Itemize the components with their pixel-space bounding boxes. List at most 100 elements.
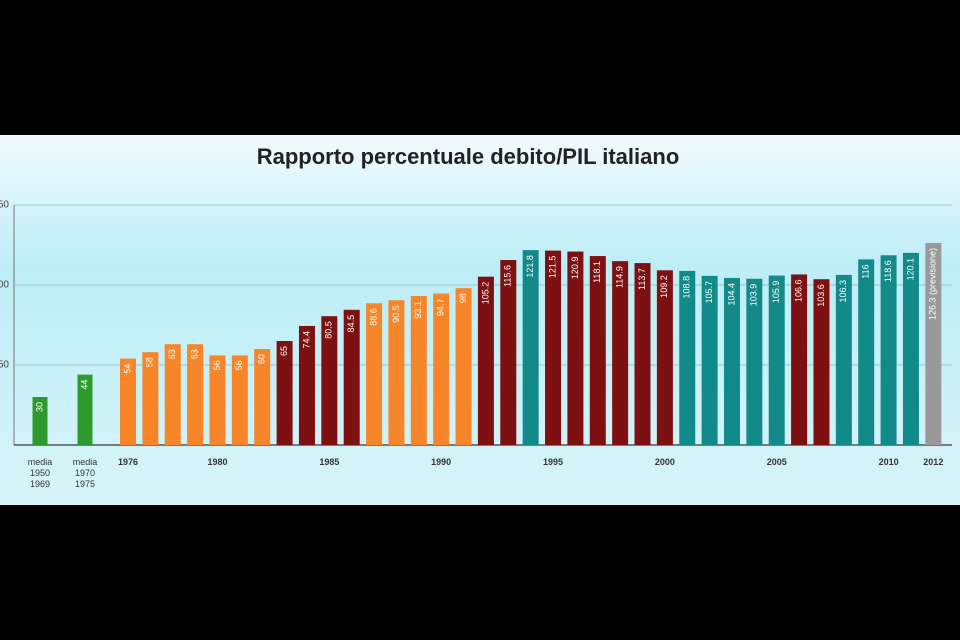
y-tick-label: 150 bbox=[0, 200, 9, 211]
value-label: 98 bbox=[458, 293, 468, 303]
value-label: 121.5 bbox=[547, 256, 557, 279]
x-tick-label: 1980 bbox=[207, 457, 227, 467]
bar bbox=[366, 303, 383, 445]
bar bbox=[902, 252, 919, 445]
bar bbox=[545, 250, 562, 445]
bar bbox=[209, 355, 226, 445]
bar bbox=[612, 261, 629, 445]
value-label: 74.4 bbox=[301, 331, 311, 349]
value-label: 90.5 bbox=[391, 305, 401, 323]
value-label: 80.5 bbox=[324, 321, 334, 339]
value-label: 44 bbox=[79, 380, 89, 390]
y-tick-label: 50 bbox=[0, 360, 9, 371]
value-label: 114.9 bbox=[615, 266, 625, 288]
bar bbox=[142, 352, 159, 445]
bar bbox=[298, 325, 315, 445]
bar bbox=[433, 293, 450, 445]
value-label: 105.2 bbox=[480, 282, 490, 305]
value-label: 106.3 bbox=[838, 280, 848, 303]
bar bbox=[567, 251, 584, 445]
value-label: 58 bbox=[145, 357, 155, 367]
x-tick-label-line: 1950 bbox=[30, 468, 50, 478]
value-label: 115.6 bbox=[503, 265, 513, 287]
bar bbox=[77, 374, 93, 445]
value-label: 120.1 bbox=[905, 258, 915, 281]
bar bbox=[410, 296, 427, 445]
x-tick-label-line: 1975 bbox=[75, 479, 95, 489]
value-label: 109.2 bbox=[659, 275, 669, 298]
x-tick-label: 1976 bbox=[118, 457, 138, 467]
bar bbox=[880, 255, 897, 445]
bar bbox=[723, 277, 740, 445]
value-label: 56 bbox=[234, 360, 244, 370]
value-label: 105.7 bbox=[704, 281, 714, 304]
bar bbox=[701, 275, 718, 445]
value-label: 118.1 bbox=[592, 261, 602, 283]
bar bbox=[254, 349, 271, 445]
value-label: 105.9 bbox=[771, 281, 781, 304]
bar bbox=[276, 341, 293, 445]
value-label: 84.5 bbox=[346, 315, 356, 333]
bar bbox=[835, 274, 852, 445]
bar bbox=[679, 270, 696, 445]
bar bbox=[321, 316, 338, 445]
value-label: 60 bbox=[257, 354, 267, 364]
x-tick-label-line: 1970 bbox=[75, 468, 95, 478]
value-label: 63 bbox=[167, 349, 177, 359]
value-label: 65 bbox=[279, 346, 289, 356]
bar bbox=[858, 259, 875, 445]
value-label: 116 bbox=[861, 264, 871, 278]
value-label: 106.6 bbox=[793, 279, 803, 302]
value-label: 118.6 bbox=[883, 260, 893, 282]
x-tick-label-line: media bbox=[28, 457, 53, 467]
value-label: 63 bbox=[189, 349, 199, 359]
bar bbox=[120, 358, 136, 445]
value-label: 121.8 bbox=[525, 255, 535, 278]
x-tick-label: 1985 bbox=[319, 457, 339, 467]
value-label: 30 bbox=[34, 402, 44, 412]
value-label: 120.9 bbox=[570, 257, 580, 280]
x-tick-label-line: 1969 bbox=[30, 479, 50, 489]
bar bbox=[32, 397, 48, 445]
value-label: 88.6 bbox=[368, 308, 378, 326]
bar bbox=[589, 256, 606, 445]
bar bbox=[187, 344, 204, 445]
bar bbox=[164, 344, 181, 445]
x-tick-label: media 1950 1969 bbox=[28, 457, 53, 489]
bar bbox=[925, 242, 942, 445]
bar bbox=[791, 274, 808, 445]
bar bbox=[500, 260, 517, 445]
value-label: 113.7 bbox=[637, 268, 647, 290]
bar bbox=[813, 279, 830, 445]
chart-title: Rapporto percentuale debito/PIL italiano bbox=[257, 144, 680, 169]
bar bbox=[656, 270, 673, 445]
value-label: 54 bbox=[122, 364, 132, 374]
value-label: 93.1 bbox=[413, 301, 423, 319]
bar bbox=[388, 300, 405, 445]
x-tick-label: media 1970 1975 bbox=[73, 457, 98, 489]
bar bbox=[477, 276, 494, 445]
value-label: 94.7 bbox=[436, 298, 446, 316]
value-label: 56 bbox=[212, 360, 222, 370]
value-label: 108.8 bbox=[682, 276, 692, 299]
value-label: 126.3 (previsione) bbox=[928, 248, 938, 320]
x-tick-label: 2000 bbox=[655, 457, 675, 467]
x-tick-label: 2012 bbox=[923, 457, 943, 467]
x-tick-label-line: media bbox=[73, 457, 98, 467]
bar bbox=[343, 309, 360, 445]
bar bbox=[634, 263, 651, 445]
y-tick-label: 100 bbox=[0, 280, 9, 291]
bar bbox=[768, 275, 785, 445]
x-tick-label: 1990 bbox=[431, 457, 451, 467]
bar bbox=[231, 355, 248, 445]
x-tick-label: 2010 bbox=[879, 457, 899, 467]
bar bbox=[455, 288, 472, 445]
value-label: 103.9 bbox=[749, 284, 759, 307]
value-label: 104.4 bbox=[726, 283, 736, 306]
value-label: 103.6 bbox=[816, 284, 826, 307]
bar bbox=[746, 278, 763, 445]
bar bbox=[522, 250, 539, 445]
x-tick-label: 1995 bbox=[543, 457, 563, 467]
